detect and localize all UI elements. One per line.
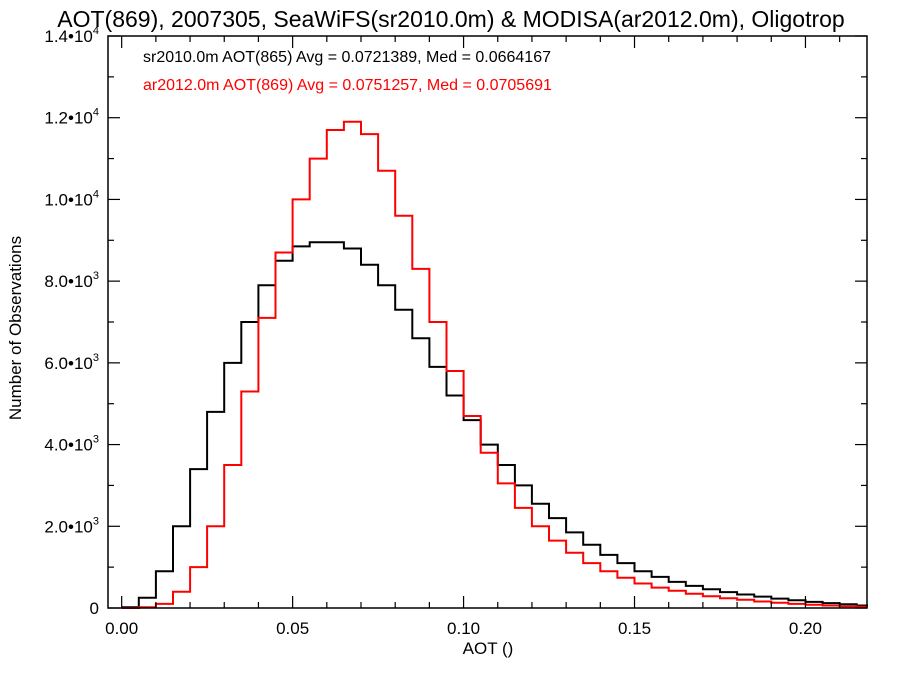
legend-entry-modisa: ar2012.0m AOT(869) Avg = 0.0751257, Med … bbox=[143, 77, 552, 94]
plot-frame bbox=[107, 35, 868, 609]
y-tick-label: 1.0•104 bbox=[44, 188, 99, 209]
y-tick-label: 2.0•103 bbox=[44, 515, 99, 536]
y-tick-label: 1.4•104 bbox=[44, 25, 99, 46]
series-line-seawifs bbox=[121, 241, 868, 609]
y-tick-label: 4.0•103 bbox=[44, 434, 99, 455]
y-axis-label: Number of Observations bbox=[6, 236, 25, 420]
series-line-modisa bbox=[121, 120, 868, 609]
y-tick-label: 1.2•104 bbox=[44, 107, 99, 128]
y-tick-label: 6.0•103 bbox=[44, 352, 99, 373]
y-axis: 0 2.0•103 4.0•103 6.0•103 8.0•103 1.0•104 1.2•… bbox=[44, 25, 867, 618]
x-tick-label: 0.20 bbox=[789, 619, 822, 638]
x-tick-label: 0.10 bbox=[447, 619, 480, 638]
chart-title: AOT(869), 2007305, SeaWiFS(sr2010.0m) & … bbox=[57, 6, 844, 32]
y-tick-label: 0 bbox=[90, 599, 99, 618]
x-axis: 0.00 0.05 0.10 0.15 0.20 bbox=[105, 36, 841, 638]
x-tick-label: 0.00 bbox=[105, 619, 138, 638]
x-tick-label: 0.15 bbox=[618, 619, 651, 638]
x-axis-label: AOT () bbox=[463, 639, 514, 658]
legend-entry-seawifs: sr2010.0m AOT(865) Avg = 0.0721389, Med … bbox=[143, 49, 551, 66]
legend: sr2010.0m AOT(865) Avg = 0.0721389, Med … bbox=[143, 49, 552, 94]
plot-area bbox=[107, 35, 868, 609]
x-tick-label: 0.05 bbox=[276, 619, 309, 638]
y-tick-label: 8.0•103 bbox=[44, 270, 99, 291]
